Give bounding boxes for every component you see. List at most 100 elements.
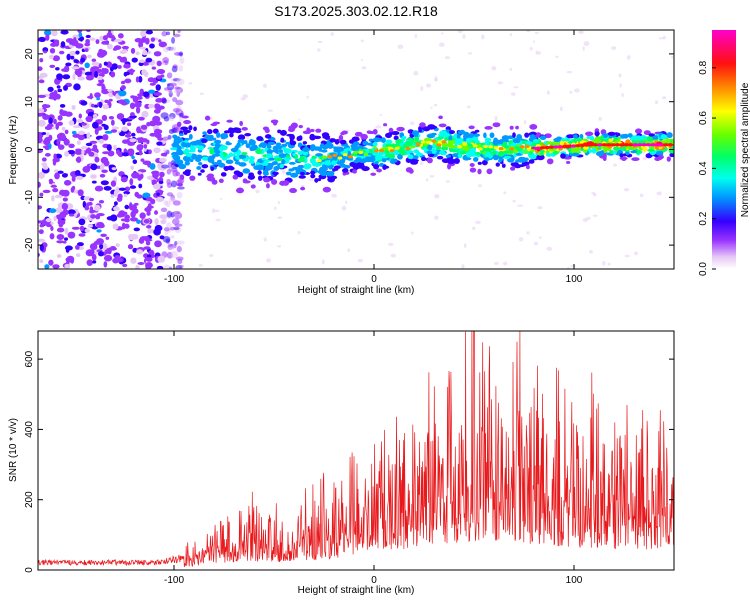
spectrogram-cell [163, 148, 167, 153]
snr-y-ticks: 0 200 400 600 [24, 350, 674, 573]
spectrogram-cell [560, 153, 566, 159]
spectrogram-cell [166, 192, 174, 197]
spectrogram-cell [582, 148, 588, 154]
spectrogram-cell [49, 208, 57, 214]
spectrogram-cell [139, 212, 146, 219]
spectrogram-cell [322, 186, 332, 193]
spectrogram-cell [154, 224, 163, 232]
spectrogram-cell [127, 244, 134, 250]
spectrogram-cell [78, 218, 86, 226]
spectrogram-cell [136, 96, 143, 100]
spectrogram-cell [173, 33, 181, 38]
spectrogram-cell [662, 35, 666, 40]
spectrogram-cell [57, 219, 66, 226]
spectrogram-cell [86, 95, 94, 99]
spectrogram-cell [546, 141, 553, 145]
spectrogram-cell [42, 165, 49, 170]
spectrogram-cell [410, 158, 417, 165]
spectrogram-cell [161, 31, 168, 37]
spectrogram-cell [121, 152, 130, 157]
spectrogram-cell [114, 38, 123, 43]
spectrogram-cell [126, 122, 132, 127]
spectrogram-cell [156, 192, 160, 196]
spectrogram-cell [430, 106, 433, 109]
spectrogram-cell [124, 214, 131, 220]
spectrogram-cell [115, 243, 120, 247]
spectrogram-cell [526, 30, 531, 33]
spectrogram-cell [341, 168, 349, 173]
spectrogram-cell [175, 99, 184, 106]
spectrogram-cell [67, 209, 76, 215]
spectrogram-cell [316, 48, 321, 52]
spectrogram-cell [248, 159, 255, 164]
spectrogram-cell [391, 131, 400, 136]
spectrogram-cell [89, 37, 96, 41]
spectrogram-cell [116, 149, 120, 155]
spectrogram-cell [613, 163, 617, 167]
spectrogram-cell [48, 178, 54, 183]
spectrogram-cell [602, 155, 607, 161]
spectrogram-cell [174, 223, 183, 227]
spectrogram-cell [87, 224, 94, 228]
spectrogram-cell [614, 143, 621, 147]
spectrogram-cell [332, 153, 338, 158]
spectrogram-cell [49, 64, 56, 69]
spectrogram-cell [140, 158, 145, 162]
spectrogram-cell [317, 40, 323, 44]
spectrogram-cell [121, 126, 129, 132]
spectrogram-cell [169, 116, 174, 122]
spectrogram-cell [185, 152, 193, 157]
spectrogram-cell [466, 105, 471, 109]
spectrogram-cell [101, 123, 107, 127]
spectrogram-cell [156, 265, 164, 269]
spectrogram-cell [462, 142, 468, 146]
spectrogram-cell [347, 248, 351, 253]
spectrogram-cell [414, 34, 418, 39]
spectrogram-cell [160, 207, 168, 213]
spectrogram-cell [553, 137, 561, 142]
spectrogram-cell [176, 148, 181, 155]
spectrogram-cell [467, 143, 473, 147]
spectrogram-cell [127, 141, 135, 146]
spectrogram-cell [91, 180, 97, 184]
spectrogram-cell [658, 154, 664, 160]
spectrogram-cell [168, 246, 175, 250]
spectrogram-cell [166, 222, 172, 229]
spectrogram-cell [316, 159, 322, 163]
spectrogram-cell [582, 46, 585, 51]
spectrogram-cell [64, 227, 69, 235]
colorbar: 0.0 0.2 0.4 0.6 0.8 Normalized spectral ampl… [698, 30, 750, 276]
spectrogram-cell [589, 135, 595, 141]
spectrogram-cell [322, 155, 327, 159]
spectrogram-cell [188, 82, 193, 85]
spectrogram-cell [481, 34, 485, 40]
spectrogram-cell [111, 63, 118, 70]
spectrogram-cell [394, 146, 400, 150]
spectrogram-cell [143, 236, 149, 241]
spectrogram-cell [662, 96, 667, 100]
spectrogram-cell [472, 144, 478, 148]
spectrogram-cell [632, 143, 639, 147]
spectrogram-cell [180, 126, 189, 131]
spectrogram-cell [255, 189, 260, 194]
spectrogram-cell [280, 137, 285, 143]
spectrogram-cell [207, 173, 215, 178]
spectrogram-cell [170, 180, 178, 188]
spectrogram-cell [107, 88, 113, 92]
spectrogram-cell [189, 145, 196, 152]
spectrogram-cell [98, 101, 103, 109]
spectrogram-cell [44, 153, 51, 157]
spectrogram-cell [165, 200, 171, 208]
spectrogram-cell [308, 178, 314, 181]
spectrogram-cell [232, 127, 241, 133]
spectrogram-cell [241, 151, 248, 156]
spectrogram-cell [257, 175, 263, 181]
spectrogram-cell [529, 124, 538, 130]
spectrogram-cell [71, 105, 76, 110]
spectrogram-cell [38, 238, 46, 243]
spectrogram-cell [63, 65, 70, 73]
spectrogram-cell [655, 151, 662, 156]
spectrogram-cell [325, 142, 331, 148]
spectrogram-cell [50, 221, 54, 225]
spectrogram-cell [425, 83, 432, 88]
